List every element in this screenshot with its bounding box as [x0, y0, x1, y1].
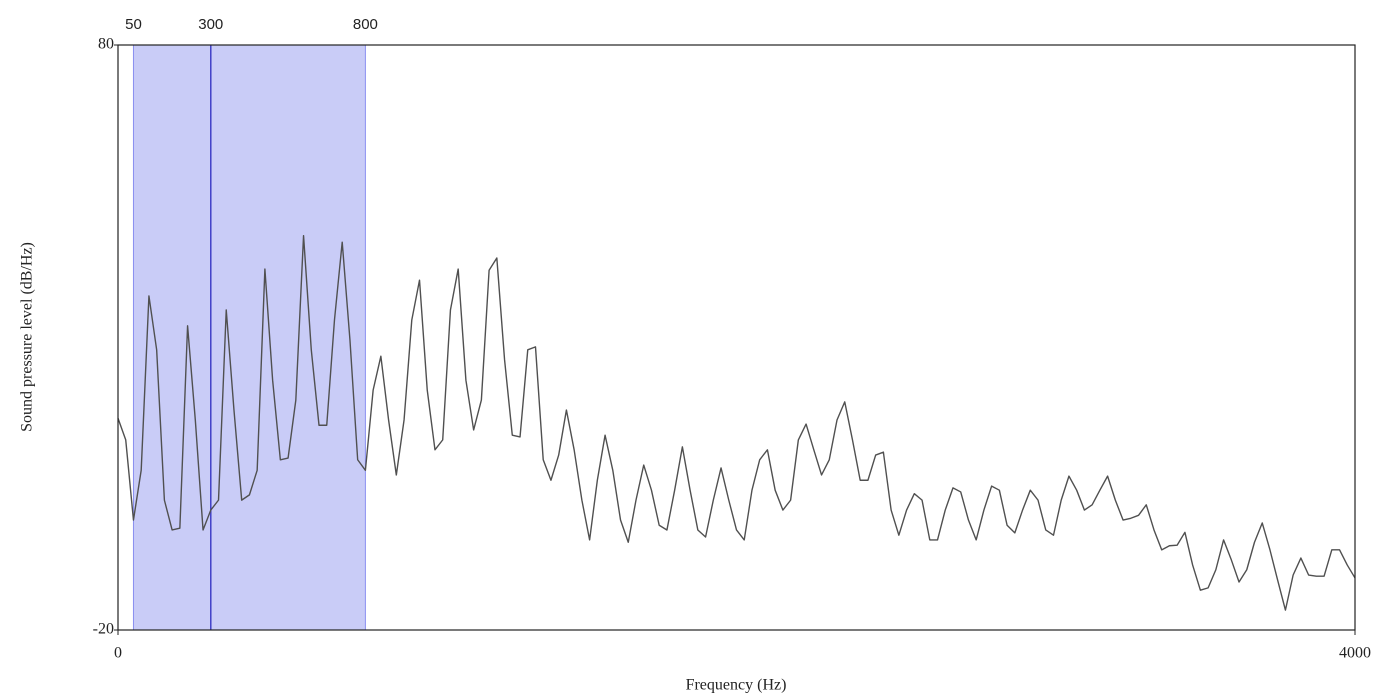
- top-tick-label: 300: [198, 16, 223, 33]
- x-tick-label: 4000: [1339, 645, 1371, 662]
- y-axis-label: Sound pressure level (dB/Hz): [19, 242, 36, 432]
- x-axis-label: Frequency (Hz): [686, 677, 787, 694]
- y-tick-label: -20: [93, 621, 114, 638]
- spectrum-line: [117, 235, 1356, 611]
- x-tick-label: 0: [114, 645, 122, 662]
- top-tick-label: 800: [353, 16, 378, 33]
- top-tick-label: 50: [125, 16, 142, 33]
- plot-frame: [117, 44, 1356, 631]
- y-tick-label: 80: [98, 36, 114, 53]
- highlight-band: [132, 44, 366, 631]
